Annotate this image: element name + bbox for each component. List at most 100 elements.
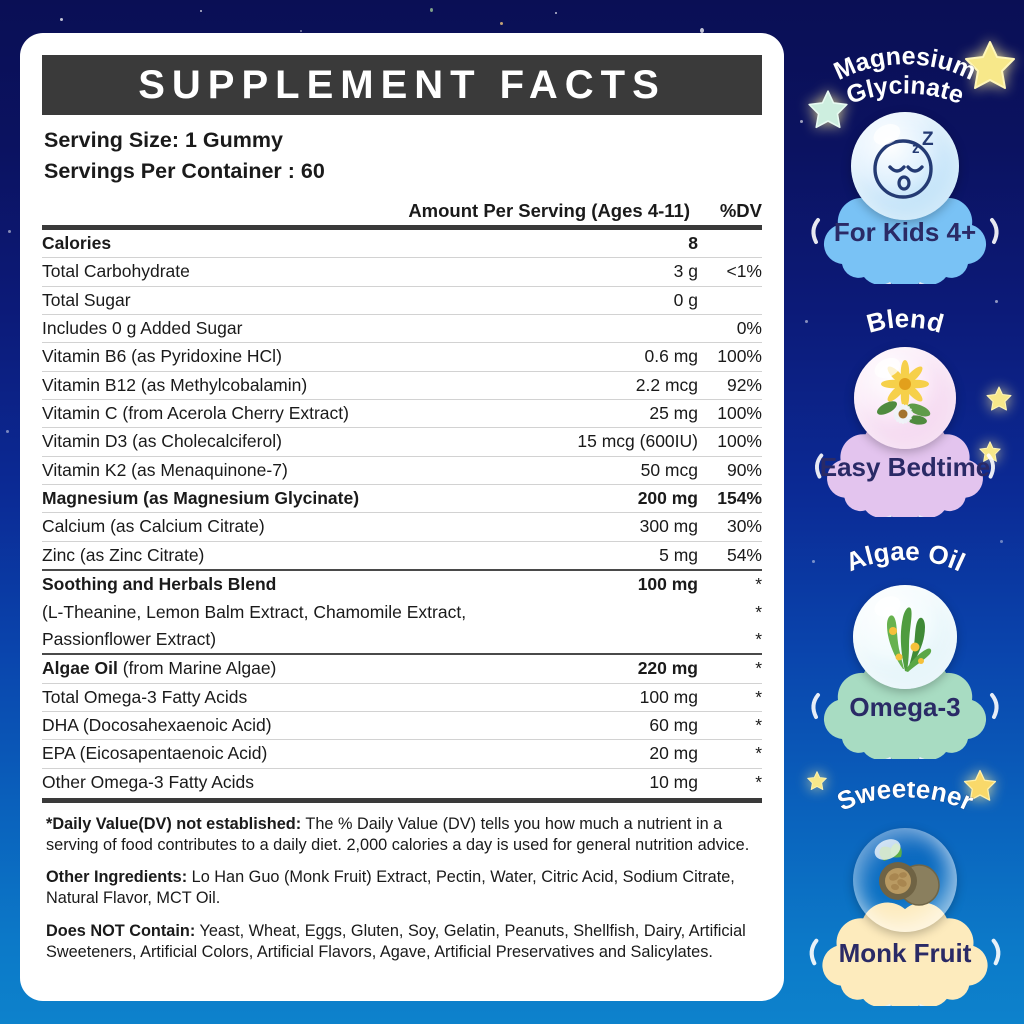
badge-arc-text: Magnesium Glycinate [790,30,1020,122]
blend-dv: * [698,569,762,599]
nutrient-dv: * [698,767,762,796]
nutrient-name: Vitamin D3 (as Cholecalciferol) [42,427,538,457]
table-row-blend: Soothing and Herbals Blend 100 mg * [42,569,762,599]
nutrient-amount: 0.6 mg [538,342,698,372]
svg-text:Z: Z [922,129,934,150]
nutrient-name: Vitamin B6 (as Pyridoxine HCl) [42,342,538,372]
nutrient-amount: 10 mg [538,767,698,796]
nutrient-name: Zinc (as Zinc Citrate) [42,540,538,571]
nutrient-amount: 100 mg [538,682,698,712]
nutrient-dv: <1% [698,257,762,287]
badge4-arc-text: Sweetener [790,782,1020,838]
chamomile-flower-icon [877,360,931,425]
table-bottom-rule [42,797,762,803]
nutrient-name: Other Omega-3 Fatty Acids [42,767,538,796]
sleeping-face-icon: z Z [873,129,934,199]
nutrient-amount: 60 mg [538,710,698,740]
badge2-cloud: Easy Bedtime [802,417,1008,517]
blend-dv-3: * [755,628,762,649]
nutrient-dv: 30% [698,512,762,542]
nutrient-name: Calories [42,225,538,258]
table-row: EPA (Eicosapentaenoic Acid) 20 mg * [42,739,762,769]
nutrient-name: Vitamin K2 (as Menaquinone-7) [42,455,538,485]
badge3-cloud-label: Omega-3 [849,691,961,722]
blend-detail-line2: Passionflower Extract) [42,628,217,649]
svg-text:Algae Oil: Algae Oil [841,545,969,577]
nutrient-amount: 3 g [538,257,698,287]
nutrient-dv: * [698,739,762,769]
badge4-arc-line1: Sweetener [832,782,978,817]
badge3-cloud: Omega-3 [802,655,1008,759]
badge2-arc-line1: Blend [863,305,948,339]
nutrient-dv: * [698,653,762,684]
nutrient-dv: 100% [698,399,762,428]
nutrient-amount: 25 mg [538,399,698,428]
nutrient-amount: 200 mg [538,484,698,513]
supplement-facts-title-bar: SUPPLEMENT FACTS [42,55,762,115]
table-row: Calories 8 [42,225,762,258]
nutrient-dv: 154% [698,484,762,513]
other-ingredients-footnote: Other Ingredients: Lo Han Guo (Monk Frui… [42,867,762,909]
table-row: Vitamin K2 (as Menaquinone-7) 50 mcg 90% [42,455,762,485]
nutrient-amount: 300 mg [538,512,698,542]
nutrient-name: Algae Oil (from Marine Algae) [42,653,538,684]
column-header-amount: Amount Per Serving (Ages 4-11) [408,200,690,222]
dv-footnote-label: *Daily Value(DV) not established: [46,814,302,833]
nutrient-name: Total Sugar [42,285,538,315]
blend-name: Soothing and Herbals Blend [42,569,538,599]
badge2-cloud-label: Easy Bedtime [819,451,991,482]
badge3-bubble [853,585,957,689]
badge-algae-oil: Algae Oil Omega-3 [790,545,1020,760]
badge-magnesium-glycinate: Magnesium Glycinate For Kids 4+ z [790,30,1020,284]
nutrient-name: Vitamin B12 (as Methylcobalamin) [42,370,538,400]
table-column-headers: Amount Per Serving (Ages 4-11) %DV [42,200,762,225]
table-row: Algae Oil (from Marine Algae) 220 mg * [42,653,762,684]
table-row: Total Carbohydrate 3 g <1% [42,257,762,287]
badge4-bubble [853,828,957,932]
nutrient-dv: 0% [698,314,762,343]
badge3-arc-text: Algae Oil [790,545,1020,597]
nutrient-amount: 8 [538,225,698,258]
blend-dv-2: * [755,601,762,622]
table-row: Includes 0 g Added Sugar 0% [42,314,762,343]
table-row: Vitamin B12 (as Methylcobalamin) 2.2 mcg 9… [42,370,762,400]
nutrient-name: Includes 0 g Added Sugar [42,314,538,343]
badge-easy-bedtime: Blend Easy Bedtime [790,305,1020,520]
table-row: Vitamin D3 (as Cholecalciferol) 15 mcg (6… [42,427,762,457]
dv-footnote-text: The % Daily Value (DV) tells you how muc… [46,814,750,855]
page-title: SUPPLEMENT FACTS [138,62,666,107]
nutrient-dv [698,285,762,315]
table-row: Total Omega-3 Fatty Acids 100 mg * [42,682,762,712]
nutrient-name: Calcium (as Calcium Citrate) [42,512,538,542]
other-ingredients-label: Other Ingredients: [46,868,188,887]
badge1-cloud-label: For Kids 4+ [833,216,977,247]
table-row: Magnesium (as Magnesium Glycinate) 200 mg… [42,484,762,513]
nutrient-name: EPA (Eicosapentaenoic Acid) [42,739,538,769]
table-row-blend-detail: Passionflower Extract) * [42,626,762,654]
seaweed-icon [887,607,932,672]
nutrient-amount: 220 mg [538,653,698,684]
svg-text:z: z [912,140,920,157]
serving-size-line: Serving Size: 1 Gummy [44,128,283,152]
nutrient-dv: 100% [698,427,762,457]
nutrient-amount: 2.2 mcg [538,370,698,400]
badge2-bubble [854,347,956,449]
does-not-contain-footnote: Does NOT Contain: Yeast, Wheat, Eggs, Gl… [42,921,762,963]
badge1-cloud: For Kids 4+ [802,180,1008,284]
nutrient-name: Total Omega-3 Fatty Acids [42,682,538,712]
nutrient-name: Vitamin C (from Acerola Cherry Extract) [42,399,538,428]
nutrient-dv: 54% [698,540,762,571]
does-not-contain-text: Yeast, Wheat, Eggs, Gluten, Soy, Gelatin… [46,921,746,961]
servings-per-container-line: Servings Per Container : 60 [44,158,325,183]
table-row: Other Omega-3 Fatty Acids 10 mg * [42,767,762,796]
blend-amount: 100 mg [538,569,698,599]
nutrient-amount [538,314,698,343]
blend-detail-line1: (L-Theanine, Lemon Balm Extract, Chamomi… [42,601,467,622]
nutrient-name: DHA (Docosahexaenoic Acid) [42,710,538,740]
nutrient-dv: * [698,682,762,712]
svg-text:Sweetener: Sweetener [833,782,978,817]
table-row: Calcium (as Calcium Citrate) 300 mg 30% [42,512,762,542]
table-row: Vitamin B6 (as Pyridoxine HCl) 0.6 mg 100% [42,342,762,372]
other-ingredients-text: Lo Han Guo (Monk Fruit) Extract, Pectin,… [46,868,735,908]
